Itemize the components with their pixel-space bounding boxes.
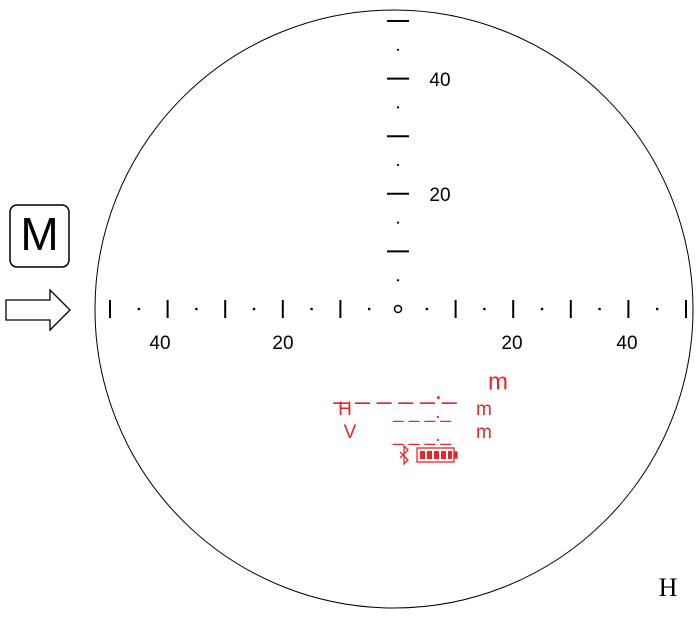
horizontal-label: 40: [616, 333, 637, 354]
height-label: H: [338, 399, 352, 420]
distance-value: _ _ _ _ _._: [333, 375, 457, 405]
battery-tip: [453, 451, 458, 459]
h-dot: [655, 307, 659, 311]
horizontal-label: 20: [272, 333, 293, 354]
v-dot: [396, 106, 400, 109]
horizontal-label: 20: [501, 333, 522, 354]
h-dot: [367, 307, 371, 311]
horizontal-label: 40: [149, 333, 170, 354]
v-dot: [396, 48, 400, 51]
height-value: _ _ _._: [392, 402, 452, 423]
vertical-label: 20: [429, 185, 450, 206]
v-dot: [396, 221, 400, 224]
vertical-unit: m: [476, 422, 492, 443]
h-dot: [483, 307, 486, 311]
vertical-label: 40: [429, 70, 450, 91]
v-dot: [396, 163, 400, 167]
bluetooth-icon: [399, 444, 409, 466]
scales: [109, 20, 687, 318]
h-dot: [540, 307, 544, 311]
status-icons: [399, 444, 458, 466]
h-dot: [598, 307, 601, 311]
vertical-value: _ _ _._: [392, 425, 452, 446]
mode-button-frame: [9, 204, 70, 268]
v-dot: [396, 279, 400, 282]
h-dot: [425, 307, 429, 311]
center-mark: [393, 304, 403, 314]
mode-button: M: [20, 208, 58, 260]
footer-text: H: [659, 573, 678, 602]
h-dot: [252, 307, 256, 311]
arrow: [5, 288, 71, 332]
h-dot: [310, 307, 313, 311]
h-dot: [137, 307, 141, 311]
h-dot: [195, 307, 198, 311]
height-unit: m: [476, 399, 492, 420]
vertical-label-v: V: [344, 422, 357, 443]
view-circle: [94, 9, 694, 609]
distance-unit: m: [488, 368, 508, 395]
